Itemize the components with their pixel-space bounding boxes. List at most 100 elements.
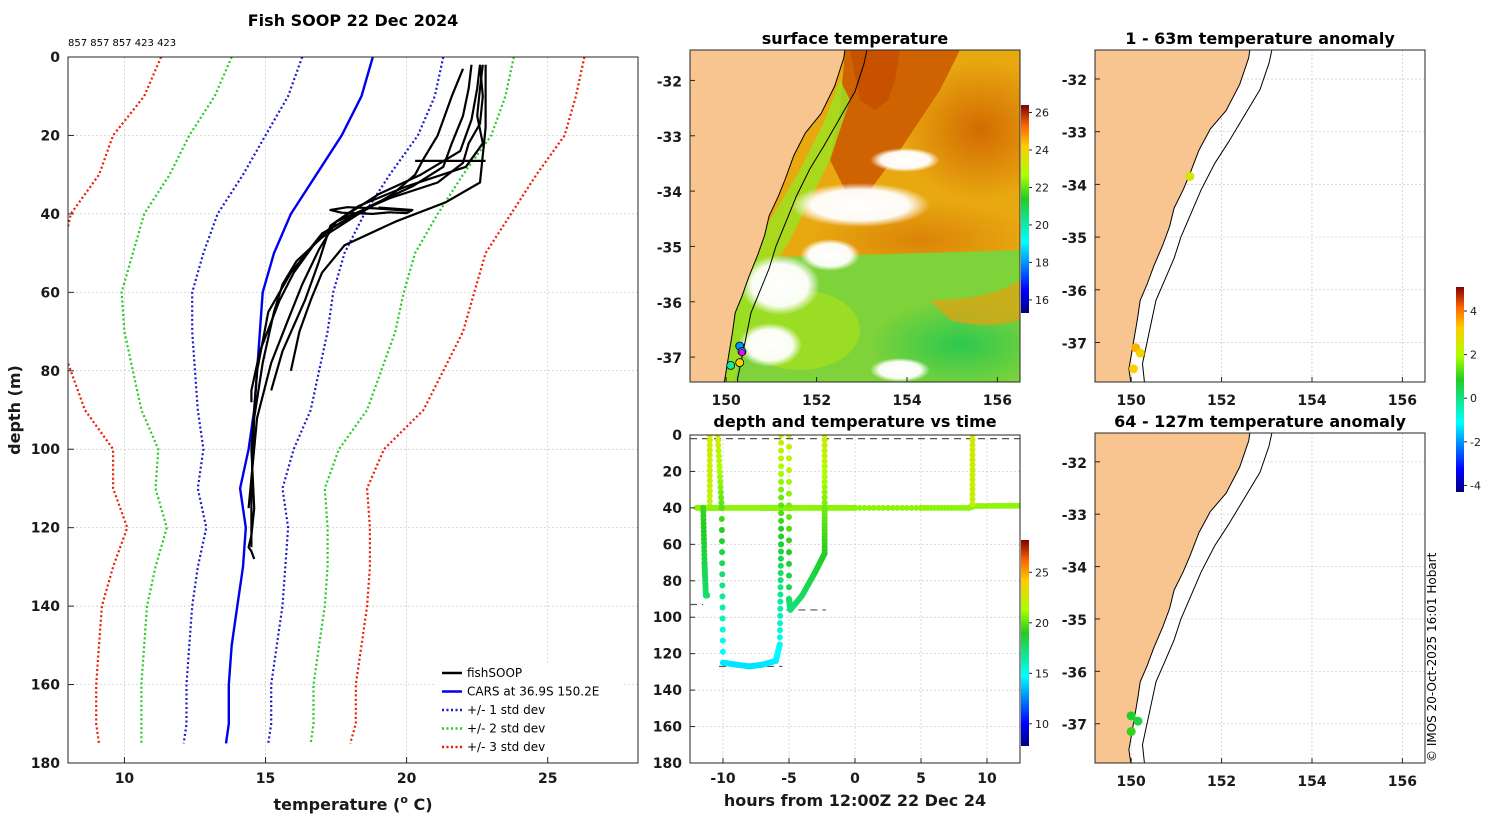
y-tick-label: -37 (1062, 718, 1087, 734)
track-point (719, 615, 726, 622)
track-point (821, 504, 828, 511)
colorbar-tick-label: 0 (1470, 392, 1477, 405)
track-point (776, 641, 783, 648)
track-point (778, 533, 785, 540)
y-tick-label: 60 (663, 537, 683, 553)
std1-lo-line (182, 57, 304, 744)
sst-stations (726, 341, 747, 370)
y-tick-label: 100 (31, 442, 60, 458)
track-point (778, 455, 785, 462)
track-point (913, 504, 920, 511)
track-point (777, 612, 784, 619)
track-point (706, 487, 713, 494)
y-tick-label: -33 (1062, 508, 1087, 524)
track-point (777, 562, 784, 569)
profile-subtitle: 857 857 857 423 423 (68, 38, 176, 49)
track-point (899, 504, 906, 511)
fishsoop-line (247, 64, 484, 509)
colorbar-tick-label: 25 (1035, 566, 1049, 579)
track-point (719, 593, 726, 600)
y-tick-label: 100 (653, 610, 682, 626)
track-point (786, 478, 792, 485)
y-tick-label: 160 (31, 678, 60, 694)
track-point (969, 446, 976, 453)
track-point (821, 452, 828, 459)
legend-label: CARS at 36.9S 150.2E (467, 685, 599, 699)
track-point (875, 504, 882, 511)
anomaly-colorbar-group: -4 -2 0 2 4 (1456, 287, 1481, 492)
std3-hi-line (349, 57, 586, 744)
track-point (969, 461, 976, 468)
track-point (778, 463, 785, 470)
profile-axes-box (67, 56, 639, 764)
y-tick-label: -35 (1062, 231, 1087, 247)
y-tick-label: -35 (1062, 613, 1087, 629)
anomaly-marker (1133, 716, 1143, 726)
track-point (716, 458, 723, 465)
y-tick-label: 80 (41, 364, 61, 380)
deep-anomaly-axes-box (1094, 432, 1426, 764)
track-point (852, 504, 858, 511)
legend-label: +/- 2 std dev (467, 722, 545, 736)
track-point (1015, 502, 1020, 509)
track-point (969, 466, 976, 473)
anomaly-colorbar (1456, 287, 1464, 492)
anomaly-colorbar-ticks: -4 -2 0 2 4 (1464, 305, 1481, 492)
track-point (821, 484, 828, 491)
shallow-anomaly-shelf-contour (1141, 50, 1273, 382)
track-point (889, 504, 896, 511)
sst-cloud-2 (740, 255, 820, 315)
colorbar-tick-label: 20 (1035, 617, 1049, 630)
track-point (706, 462, 713, 469)
track-point (718, 504, 725, 511)
track-point (778, 439, 785, 446)
profile-title: Fish SOOP 22 Dec 2024 (248, 11, 458, 30)
track-point (908, 504, 915, 511)
shallow-anomaly-points (1128, 171, 1195, 374)
track-point (718, 499, 725, 506)
shallow-anomaly-title: 1 - 63m temperature anomaly (1125, 29, 1395, 48)
y-tick-label: -33 (657, 130, 682, 146)
y-tick-label: -36 (1062, 665, 1087, 681)
y-tick-label: 180 (653, 756, 682, 772)
track-point (777, 569, 784, 576)
anomaly-marker (1128, 364, 1138, 374)
track-point (969, 481, 976, 488)
y-tick-label: 120 (31, 521, 60, 537)
sst-cloud-5 (800, 239, 860, 271)
x-tick-label: 25 (538, 771, 557, 787)
track-point (821, 458, 828, 465)
track-point (786, 467, 792, 474)
track-point (786, 435, 792, 438)
sst-ticks: 150 152 154 156 -32 -33 -34 -35 -36 -37 (657, 74, 1012, 409)
track-point (821, 473, 828, 480)
track-point (856, 504, 863, 511)
y-tick-label: -32 (1062, 456, 1087, 472)
track-point (903, 504, 910, 511)
track-point (786, 514, 792, 520)
profile-ticks: 10 15 20 25 0 20 40 60 80 100 120 140 160 180 (31, 50, 558, 787)
cars-line (224, 57, 374, 744)
shallow-anomaly-land (1095, 50, 1251, 382)
track-point (777, 548, 784, 555)
track-point (706, 477, 713, 484)
legend-box (436, 664, 624, 756)
x-tick-label: 156 (983, 393, 1012, 409)
colorbar-tick-label: 16 (1035, 294, 1049, 307)
track-point (778, 541, 785, 548)
current-position-marker (738, 349, 746, 356)
track-point (716, 473, 723, 480)
legend-label: fishSOOP (467, 666, 522, 680)
fishsoop-line (270, 64, 484, 391)
y-tick-label: 40 (41, 207, 61, 223)
track-point (706, 452, 713, 459)
track-point (715, 442, 722, 449)
track-point (821, 437, 828, 444)
track-point (706, 442, 713, 449)
profile-x-axis-label: temperature (o C) (273, 793, 432, 814)
track-point (969, 496, 976, 503)
track-point (969, 456, 976, 463)
fishsoop-line (250, 68, 465, 548)
legend-label: +/- 3 std dev (467, 740, 545, 754)
track-point (821, 499, 828, 506)
